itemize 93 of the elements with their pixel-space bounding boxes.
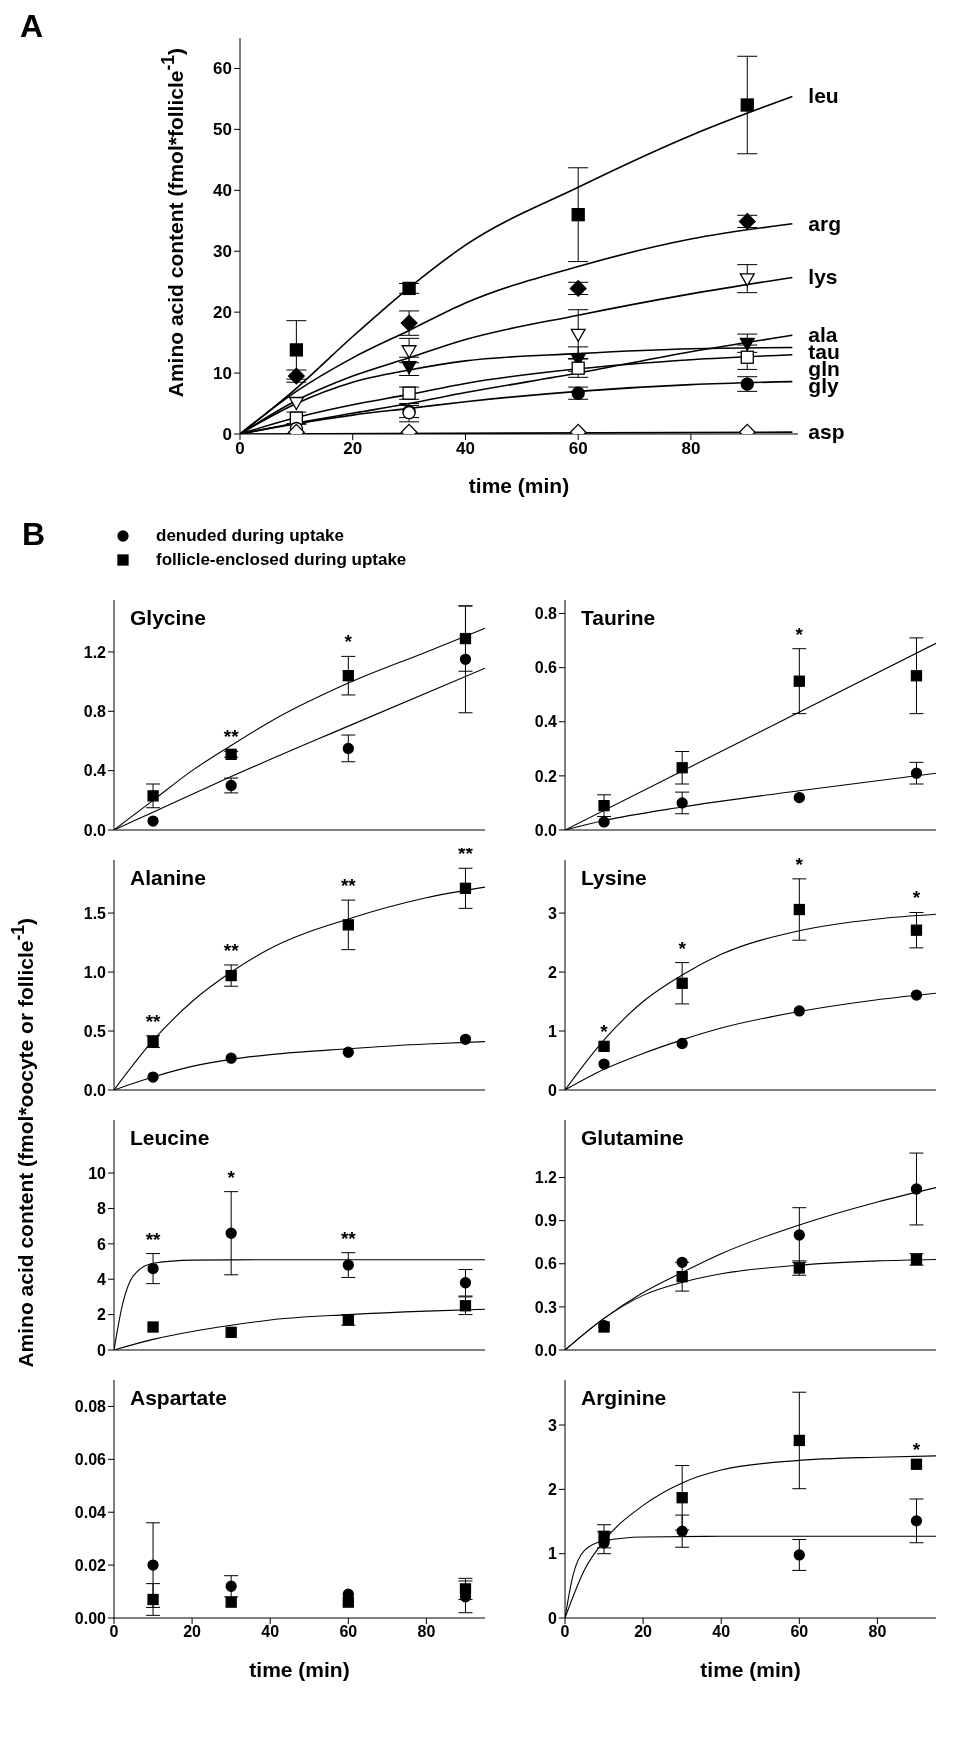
y-tick-label: 0.6 (534, 659, 558, 677)
x-tick-label: 80 (417, 1623, 436, 1641)
annotation: * (600, 1021, 609, 1043)
x-tick-label: 40 (455, 439, 475, 459)
annotation: * (912, 1439, 921, 1461)
y-tick-label: 0.0 (83, 821, 107, 839)
chart-title: Glutamine (581, 1126, 684, 1150)
annotation: * (795, 853, 804, 875)
y-tick-label: 0.08 (74, 1398, 107, 1416)
x-tick-label: 40 (712, 1623, 731, 1641)
y-tick-label: 0.04 (74, 1503, 107, 1521)
y-tick-label: 4 (97, 1270, 107, 1288)
y-tick-label: 1.5 (83, 904, 107, 922)
y-tick-label: 1 (548, 1022, 558, 1040)
x-tick-label: 80 (868, 1623, 887, 1641)
x-tick-label: 0 (560, 1623, 570, 1641)
y-tick-label: 60 (213, 59, 232, 79)
chart-title: Lysine (581, 866, 647, 890)
y-tick-label: 0.4 (534, 713, 558, 731)
chart-title: Aspartate (130, 1386, 227, 1410)
y-tick-label: 2 (548, 963, 558, 981)
x-tick-label: 80 (681, 439, 701, 459)
y-tick-label: 50 (213, 120, 232, 140)
annotation: ** (145, 1228, 162, 1250)
y-tick-label: 0.02 (74, 1556, 107, 1574)
y-tick-label: 1.2 (534, 1169, 558, 1187)
annotation: ** (340, 875, 357, 897)
y-tick-label: 0.2 (534, 767, 558, 785)
annotation: ** (340, 1227, 357, 1249)
x-axis-title: time (min) (248, 1658, 351, 1682)
x-tick-label: 40 (261, 1623, 280, 1641)
text: A (20, 8, 44, 45)
y-tick-label: 2 (548, 1481, 558, 1499)
y-tick-label: 0 (548, 1081, 558, 1099)
annotation: ** (223, 726, 240, 748)
y-tick-label: 0.8 (83, 702, 107, 720)
y-tick-label: 0.5 (83, 1022, 107, 1040)
y-tick-label: 1.0 (83, 963, 107, 981)
x-tick-label: 60 (790, 1623, 809, 1641)
y-tick-label: 2 (97, 1306, 107, 1324)
x-tick-label: 20 (634, 1623, 653, 1641)
chart-title: Arginine (581, 1386, 667, 1410)
annotation: * (795, 623, 804, 645)
legend-label: denuded during uptake (156, 526, 344, 546)
series-label: asp (808, 420, 845, 444)
annotation: * (344, 631, 353, 653)
x-axis-title: time (min) (699, 1658, 802, 1682)
annotation: ** (145, 1010, 162, 1032)
x-tick-label: 60 (339, 1623, 358, 1641)
chart-title: Glycine (130, 606, 206, 630)
y-tick-label: 0.8 (534, 605, 558, 623)
y-tick-label: 20 (213, 303, 232, 323)
chart-title: Leucine (130, 1126, 210, 1150)
y-tick-label: 0.4 (83, 762, 107, 780)
y-tick-label: 0.0 (83, 1081, 107, 1099)
x-tick-label: 20 (183, 1623, 202, 1641)
y-tick-label: 10 (88, 1164, 107, 1182)
x-axis-title: time (min) (467, 474, 571, 498)
annotation: ** (458, 843, 474, 865)
y-tick-label: 0 (222, 425, 232, 445)
annotation: * (678, 937, 687, 959)
chart-title: Alanine (130, 866, 206, 890)
series-label: lys (808, 265, 838, 289)
text: B (22, 516, 46, 553)
y-tick-label: 40 (213, 181, 232, 201)
series-label: leu (808, 84, 839, 108)
y-tick-label: 3 (548, 904, 558, 922)
y-tick-label: 30 (213, 242, 232, 262)
y-tick-label: 0 (548, 1609, 558, 1627)
annotation: * (227, 1166, 236, 1188)
y-tick-label: 0.06 (74, 1451, 107, 1469)
y-tick-label: 3 (548, 1416, 558, 1434)
x-tick-label: 20 (343, 439, 363, 459)
annotation: ** (223, 939, 240, 961)
x-tick-label: 0 (235, 439, 245, 459)
x-tick-label: 0 (109, 1623, 119, 1641)
chart-title: Taurine (581, 606, 656, 630)
y-tick-label: 0.0 (534, 1341, 558, 1359)
legend-label: follicle-enclosed during uptake (156, 550, 407, 570)
y-tick-label: 10 (213, 364, 232, 384)
annotation: * (912, 887, 921, 909)
y-tick-label: 0.00 (74, 1609, 107, 1627)
y-tick-label: 0.9 (534, 1212, 558, 1230)
y-tick-label: 1 (548, 1545, 558, 1563)
y-tick-label: 0.3 (534, 1298, 558, 1316)
y-tick-label: 0 (97, 1341, 107, 1359)
series-label: arg (808, 211, 842, 235)
y-tick-label: 1.2 (83, 643, 107, 661)
x-tick-label: 60 (568, 439, 588, 459)
y-tick-label: 0.6 (534, 1255, 558, 1273)
y-tick-label: 0.0 (534, 821, 558, 839)
y-tick-label: 6 (97, 1235, 107, 1253)
y-tick-label: 8 (97, 1200, 107, 1218)
